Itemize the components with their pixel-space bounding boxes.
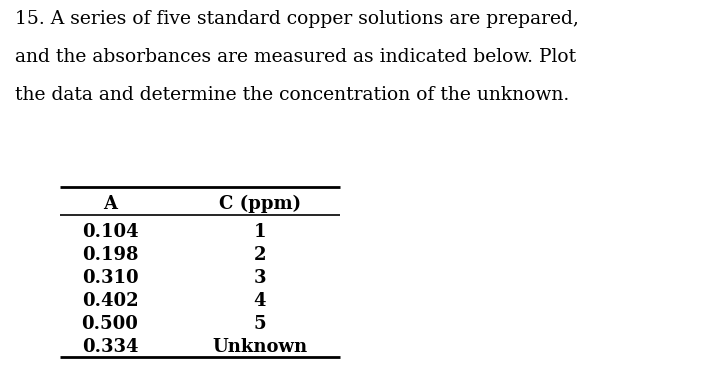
- Text: 0.402: 0.402: [81, 292, 138, 310]
- Text: 4: 4: [253, 292, 266, 310]
- Text: 2: 2: [253, 246, 266, 264]
- Text: 0.198: 0.198: [82, 246, 138, 264]
- Text: 1: 1: [253, 223, 266, 241]
- Text: 0.310: 0.310: [81, 269, 138, 287]
- Text: 15. A series of five standard copper solutions are prepared,: 15. A series of five standard copper sol…: [15, 10, 579, 28]
- Text: 0.334: 0.334: [82, 338, 138, 356]
- Text: and the absorbances are measured as indicated below. Plot: and the absorbances are measured as indi…: [15, 48, 576, 66]
- Text: C (ppm): C (ppm): [219, 195, 301, 213]
- Text: 0.500: 0.500: [81, 315, 138, 333]
- Text: A: A: [103, 195, 117, 213]
- Text: 5: 5: [253, 315, 266, 333]
- Text: 0.104: 0.104: [81, 223, 138, 241]
- Text: Unknown: Unknown: [212, 338, 307, 356]
- Text: 3: 3: [253, 269, 266, 287]
- Text: the data and determine the concentration of the unknown.: the data and determine the concentration…: [15, 86, 570, 104]
